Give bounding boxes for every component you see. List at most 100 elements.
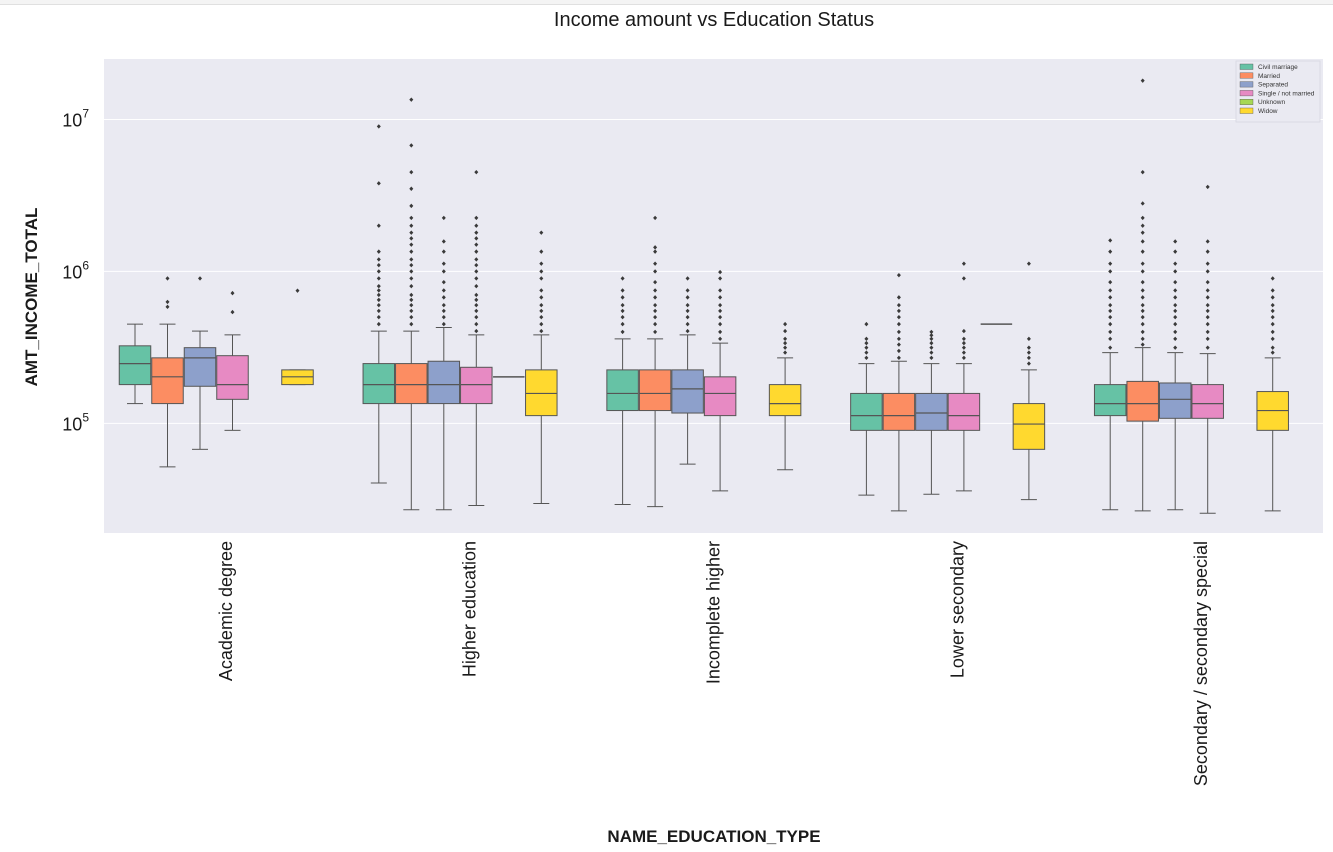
box-outlier [474,292,479,298]
box-outlier [1173,321,1178,327]
box-outlier [409,292,414,298]
box-body [882,392,916,431]
box-outlier [539,308,544,314]
box-body [151,357,184,405]
box-outlier [961,328,966,334]
y-tick-label: 106 [62,258,89,282]
box-outlier [1205,249,1210,254]
box-outlier [539,230,544,235]
box-outlier [1026,355,1031,361]
y-tick-label: 105 [62,410,89,434]
box-outlier [961,345,966,350]
box-outlier [1205,279,1210,285]
box-outlier [1270,308,1275,314]
legend-entry: Widow [1258,108,1278,115]
box-outlier [376,269,381,274]
box-outlier [441,314,446,320]
box-outlier [539,249,544,254]
box-outlier [783,350,788,355]
box-outlier [539,261,544,266]
box-body [638,369,672,412]
box-outlier [539,328,544,334]
box-outlier [718,302,723,308]
box-outlier [295,288,300,293]
box-outlier [896,321,901,327]
box-outlier [409,262,414,268]
box-outlier [409,143,414,148]
box-body [1093,384,1127,417]
box-outlier [1205,288,1210,293]
legend-entry: Unknown [1258,99,1285,106]
box-outlier [165,304,170,310]
box-outlier [896,302,901,308]
box-outlier [1270,350,1275,355]
y-axis-label: AMT_INCOME_TOTAL [22,208,41,387]
box-outlier [620,314,625,320]
box-outlier [653,329,658,335]
box-outlier [409,302,414,308]
box-outlier [783,340,788,346]
box-outlier [896,355,901,361]
box-outlier [961,276,966,281]
box-outlier [718,321,723,327]
box-outlier [376,288,381,293]
box-outlier [1205,261,1210,266]
box-outlier [1108,308,1113,314]
box-outlier [474,257,479,262]
box-outlier [409,242,414,247]
x-axis-label: NAME_EDUCATION_TYPE [607,827,820,846]
box-body [395,363,428,405]
legend-swatch [1239,90,1254,97]
box-outlier [620,276,625,281]
box-outlier [653,314,658,320]
box-outlier [376,249,381,254]
box-outlier [718,295,723,300]
box-outlier [653,321,658,327]
box-outlier [539,276,544,281]
box-outlier [1140,308,1145,314]
box-outlier [864,350,869,355]
box-body [768,384,802,417]
box-outlier [1173,261,1178,266]
box-body [525,369,558,417]
box-outlier [653,249,658,254]
series-civil-marriage [118,124,1127,511]
box-outlier [620,321,625,327]
box-outlier [1026,361,1031,366]
box-outlier [474,223,479,228]
box-outlier [961,340,966,346]
box-outlier [1205,321,1210,327]
box-body [606,369,639,412]
box-outlier [376,314,381,320]
box-outlier [1140,288,1145,293]
series-separated [183,215,1192,511]
box-outlier [409,283,414,289]
box-outlier [441,321,446,327]
box-outlier [1108,261,1113,266]
box-outlier [1026,336,1031,342]
box-body [1158,382,1192,419]
box-outlier [376,308,381,314]
box-body [427,360,461,405]
series-married [151,78,1159,512]
box-outlier [474,215,479,221]
box-outlier [1205,302,1210,308]
x-tick-label: Academic degree [216,541,236,681]
box-outlier [409,186,414,191]
box-outlier [539,302,544,308]
box-outlier [864,336,869,342]
box-outlier [409,321,414,327]
box-outlier [1173,314,1178,320]
box-outlier [896,272,901,278]
legend-swatch [1239,98,1254,105]
box-outlier [929,345,934,350]
x-tick-label: Lower secondary [947,541,967,678]
box-outlier [1140,295,1145,300]
box-outlier [1026,350,1031,355]
box-outlier [1173,279,1178,285]
box-outlier [1205,329,1210,335]
box-outlier [441,308,446,314]
box-outlier [1026,261,1031,266]
box-outlier [1108,295,1113,300]
